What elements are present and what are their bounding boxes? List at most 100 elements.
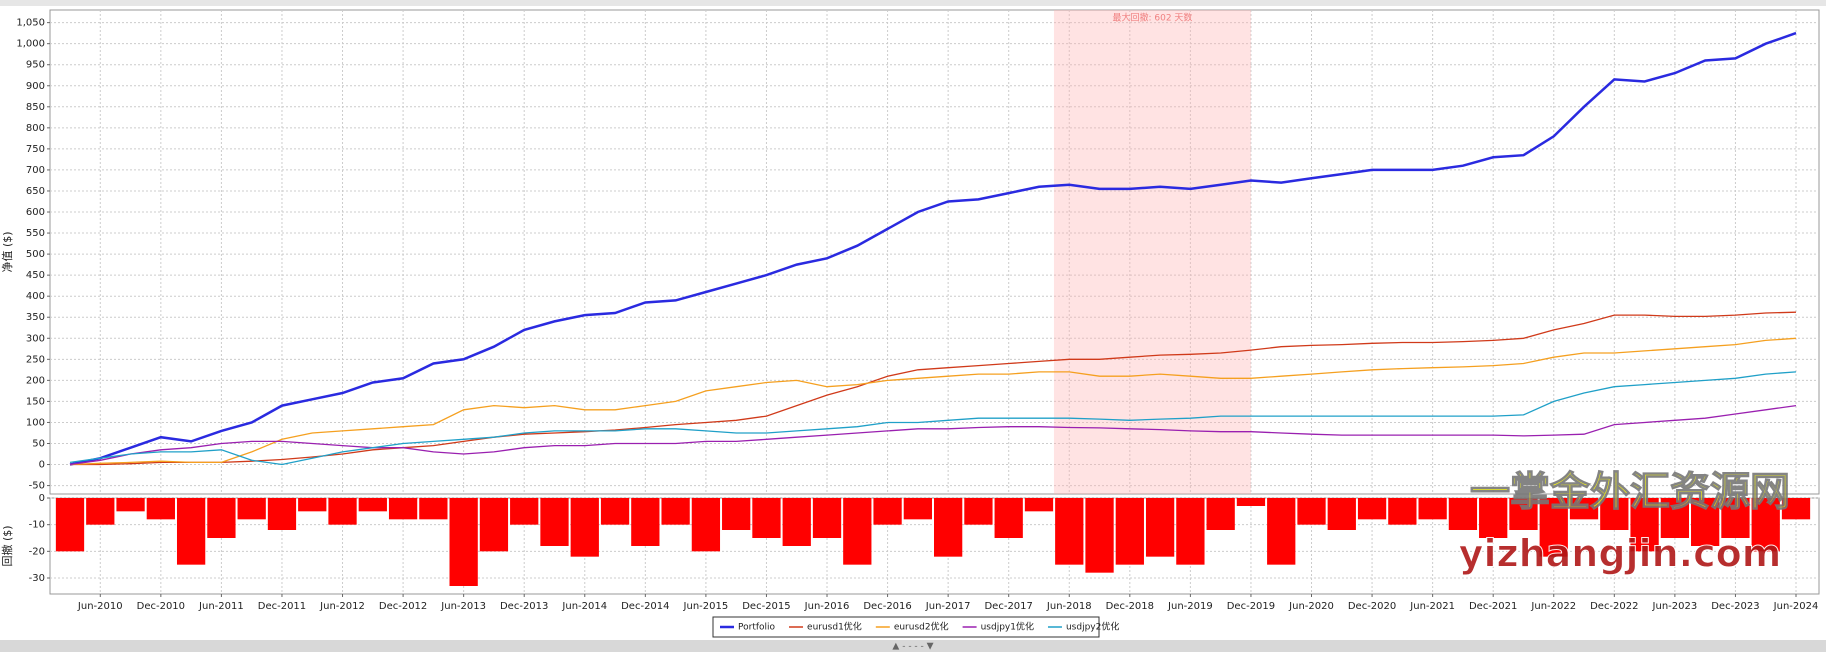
drawdown-bar bbox=[55, 498, 85, 552]
legend-label: eurusd2优化 bbox=[894, 621, 949, 633]
drawdown-bar bbox=[1660, 498, 1690, 538]
series-line bbox=[69, 337, 1797, 466]
drawdown-bar bbox=[1055, 498, 1084, 565]
x-tick-label: Jun-2020 bbox=[1288, 601, 1334, 612]
drawdown-bar bbox=[1176, 498, 1205, 565]
y-tick-label: 1,050 bbox=[16, 18, 45, 29]
drawdown-bar bbox=[176, 498, 206, 565]
y-tick-label: 1,000 bbox=[16, 39, 45, 50]
x-tick-label: Jun-2024 bbox=[1773, 601, 1819, 612]
x-tick-label: Jun-2018 bbox=[1046, 601, 1092, 612]
x-tick-label: Jun-2012 bbox=[319, 601, 365, 612]
x-tick-label: Dec-2010 bbox=[137, 601, 185, 612]
x-tick-label: Jun-2011 bbox=[198, 601, 244, 612]
y-tick-label: 700 bbox=[26, 165, 45, 176]
y-tick-label: 800 bbox=[26, 123, 45, 134]
x-tick-label: Dec-2023 bbox=[1711, 601, 1759, 612]
y-tick-label: 850 bbox=[26, 102, 45, 113]
drawdown-bar bbox=[328, 498, 357, 525]
watermark-cn: 一掌金外汇资源网 bbox=[1470, 469, 1790, 515]
x-tick-label: Jun-2015 bbox=[683, 601, 729, 612]
y-tick-label: 900 bbox=[26, 81, 45, 92]
y-tick-label: 100 bbox=[26, 417, 45, 428]
drawdown-bar bbox=[782, 498, 811, 546]
drawdown-bar bbox=[661, 498, 690, 525]
x-tick-label: Jun-2023 bbox=[1652, 601, 1698, 612]
bottom-bar bbox=[0, 640, 1826, 652]
drawdown-bar bbox=[1751, 498, 1780, 552]
y-tick-label: 0 bbox=[39, 493, 45, 504]
y-tick-label: 200 bbox=[26, 375, 45, 386]
y-tick-label: 400 bbox=[26, 291, 45, 302]
drawdown-bar bbox=[207, 498, 236, 538]
drawdown-bar bbox=[146, 498, 175, 520]
drawdown-bar bbox=[934, 498, 963, 557]
y-tick-label: 250 bbox=[26, 354, 45, 365]
y-tick-label: 50 bbox=[32, 438, 45, 449]
x-tick-label: Dec-2021 bbox=[1469, 601, 1517, 612]
drawdown-bar bbox=[1357, 498, 1387, 520]
drawdown-bar bbox=[1600, 498, 1629, 530]
drawdown-bar bbox=[600, 498, 630, 525]
drawdown-bar bbox=[358, 498, 387, 512]
drawdown-bar bbox=[903, 498, 932, 520]
x-tick-label: Dec-2013 bbox=[500, 601, 548, 612]
drawdown-bar bbox=[419, 498, 448, 520]
drawdown-bar bbox=[388, 498, 418, 520]
x-tick-label: Dec-2014 bbox=[621, 601, 669, 612]
drawdown-bar bbox=[570, 498, 599, 557]
drawdown-bar bbox=[1024, 498, 1054, 512]
legend-label: usdjpy2优化 bbox=[1066, 621, 1119, 633]
drawdown-bar bbox=[1691, 498, 1720, 546]
plot-area bbox=[49, 9, 1820, 495]
drawdown-bar bbox=[1418, 498, 1447, 520]
drawdown-bar bbox=[298, 498, 327, 512]
drawdown-bar bbox=[1327, 498, 1356, 530]
x-tick-label: Dec-2012 bbox=[379, 601, 427, 612]
drawdown-bar bbox=[843, 498, 872, 565]
drawdown-bar bbox=[1569, 498, 1599, 520]
y-tick-label: 650 bbox=[26, 186, 45, 197]
drawdown-bar bbox=[1297, 498, 1326, 525]
x-tick-label: Dec-2020 bbox=[1348, 601, 1396, 612]
x-tick-label: Dec-2015 bbox=[742, 601, 790, 612]
annotation: 最大回撤: 602 天数 bbox=[1112, 12, 1192, 24]
drawdown-bar bbox=[873, 498, 902, 525]
y-tick-label: 450 bbox=[26, 270, 45, 281]
legend bbox=[712, 616, 1100, 638]
drawdown-bar bbox=[540, 498, 569, 546]
drawdown-bar bbox=[510, 498, 539, 525]
watermark-url: yizhangjin.com bbox=[1459, 532, 1782, 576]
drawdown-bar bbox=[964, 498, 993, 525]
x-tick-label: Jun-2014 bbox=[561, 601, 607, 612]
y-tick-label: -20 bbox=[29, 546, 45, 557]
x-tick-label: Jun-2021 bbox=[1409, 601, 1455, 612]
drawdown-bar bbox=[1206, 498, 1235, 530]
legend-label: Portfolio bbox=[738, 623, 776, 633]
drawdown-bar bbox=[1630, 498, 1659, 552]
y-tick-label: 150 bbox=[26, 396, 45, 407]
y-tick-label: 500 bbox=[26, 249, 45, 260]
x-tick-label: Jun-2019 bbox=[1167, 601, 1213, 612]
y-tick-label: 350 bbox=[26, 312, 45, 323]
max-drawdown-span bbox=[1053, 10, 1251, 494]
y-tick-label: 300 bbox=[26, 333, 45, 344]
x-tick-label: Dec-2017 bbox=[984, 601, 1032, 612]
series-line bbox=[69, 371, 1797, 466]
x-tick-label: Dec-2011 bbox=[258, 601, 306, 612]
x-tick-label: Dec-2018 bbox=[1106, 601, 1154, 612]
y-tick-label: 550 bbox=[26, 228, 45, 239]
splitter-handle[interactable]: ▲ - - - - ▼ bbox=[892, 642, 933, 652]
drawdown-bar bbox=[267, 498, 297, 530]
drawdown-bar bbox=[1085, 498, 1114, 573]
series-line bbox=[69, 31, 1797, 466]
tab-strip bbox=[0, 0, 1826, 6]
x-tick-label: Jun-2013 bbox=[440, 601, 486, 612]
legend-label: eurusd1优化 bbox=[807, 621, 862, 633]
y-tick-label: -50 bbox=[29, 481, 45, 492]
drawdown-bar bbox=[1721, 498, 1750, 538]
y-axis-title: 净值 ($) bbox=[0, 231, 14, 272]
drawdown-bar bbox=[1115, 498, 1144, 565]
